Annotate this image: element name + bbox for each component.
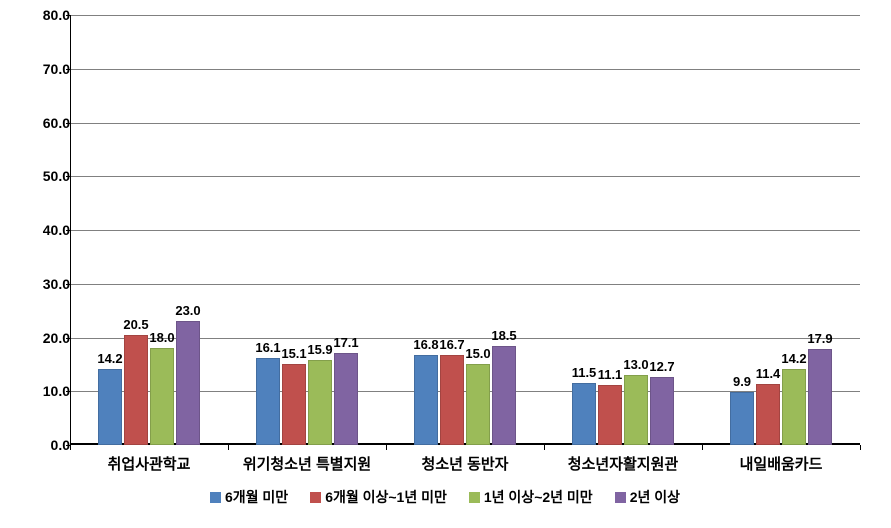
legend-label: 6개월 미만 xyxy=(225,487,288,507)
bar-value-label: 15.0 xyxy=(465,346,490,361)
bar-value-label: 11.4 xyxy=(756,366,781,381)
legend-item: 2년 이상 xyxy=(615,487,680,507)
bar-value-label: 14.2 xyxy=(97,351,122,366)
bar-value-label: 18.0 xyxy=(149,330,174,345)
bar xyxy=(756,384,780,445)
bar-value-label: 23.0 xyxy=(175,303,200,318)
y-tick-label: 80.0 xyxy=(30,7,70,23)
x-tick-label: 위기청소년 특별지원 xyxy=(243,453,371,474)
legend-label: 2년 이상 xyxy=(630,487,680,507)
legend-label: 1년 이상~2년 미만 xyxy=(484,487,593,507)
bar-value-label: 17.9 xyxy=(807,331,832,346)
y-tick-label: 10.0 xyxy=(30,383,70,399)
x-tick-mark xyxy=(544,445,545,450)
bar xyxy=(466,364,490,445)
y-tick-label: 50.0 xyxy=(30,168,70,184)
bars-area: 14.2 20.518.023.0 16.115.115.917.1 16.816.7… xyxy=(70,15,860,445)
legend-item: 6개월 이상~1년 미만 xyxy=(310,487,447,507)
y-tick-mark xyxy=(66,123,70,124)
bar-value-label: 17.1 xyxy=(333,335,358,350)
x-tick-mark xyxy=(386,445,387,450)
bar-value-label: 13.0 xyxy=(623,357,648,372)
x-tick-label: 청소년 동반자 xyxy=(422,453,509,474)
bar xyxy=(730,392,754,445)
legend-swatch xyxy=(210,492,221,503)
bar-value-label: 14.2 xyxy=(781,351,806,366)
x-tick-label: 내일배움카드 xyxy=(740,453,823,474)
legend-swatch xyxy=(615,492,626,503)
legend-swatch xyxy=(469,492,480,503)
y-tick-label: 0.0 xyxy=(30,437,70,453)
bar-value-label: 16.8 xyxy=(413,337,438,352)
x-tick-mark xyxy=(860,445,861,450)
bar xyxy=(98,369,122,445)
bar-value-label: 12.7 xyxy=(649,359,674,374)
y-tick-label: 70.0 xyxy=(30,61,70,77)
legend-item: 6개월 미만 xyxy=(210,487,288,507)
bar xyxy=(492,346,516,445)
bar-value-label: 18.5 xyxy=(491,328,516,343)
y-tick-label: 30.0 xyxy=(30,276,70,292)
y-tick-mark xyxy=(66,176,70,177)
bar xyxy=(124,335,148,445)
bar xyxy=(256,358,280,445)
x-tick-label: 취업사관학교 xyxy=(108,453,191,474)
x-tick-label: 청소년자활지원관 xyxy=(568,453,678,474)
y-tick-mark xyxy=(66,69,70,70)
y-tick-label: 40.0 xyxy=(30,222,70,238)
y-tick-mark xyxy=(66,338,70,339)
y-tick-mark xyxy=(66,15,70,16)
bar-value-label: 15.9 xyxy=(307,342,332,357)
bar-value-label: 11.5 xyxy=(572,365,597,380)
bar xyxy=(308,360,332,445)
bar-value-label: 16.1 xyxy=(255,340,280,355)
bar xyxy=(624,375,648,445)
legend-item: 1년 이상~2년 미만 xyxy=(469,487,593,507)
legend-swatch xyxy=(310,492,321,503)
bar xyxy=(440,355,464,445)
bar-value-label: 11.1 xyxy=(598,367,623,382)
x-tick-mark xyxy=(702,445,703,450)
bar xyxy=(650,377,674,445)
bar xyxy=(782,369,806,445)
bar xyxy=(572,383,596,445)
bar xyxy=(150,348,174,445)
bar-value-label: 15.1 xyxy=(281,346,306,361)
bar xyxy=(808,349,832,445)
y-tick-label: 20.0 xyxy=(30,330,70,346)
bar xyxy=(282,364,306,445)
bar-value-label: 20.5 xyxy=(123,317,148,332)
bar xyxy=(598,385,622,445)
bar xyxy=(414,355,438,445)
chart-container: 14.2 20.518.023.0 16.115.115.917.1 16.816.7… xyxy=(20,15,870,515)
y-tick-mark xyxy=(66,284,70,285)
x-tick-mark xyxy=(228,445,229,450)
bar xyxy=(334,353,358,445)
y-tick-mark xyxy=(66,230,70,231)
y-tick-label: 60.0 xyxy=(30,115,70,131)
bar xyxy=(176,321,200,445)
x-tick-mark xyxy=(70,445,71,450)
legend: 6개월 미만 6개월 이상~1년 미만 1년 이상~2년 미만 2년 이상 xyxy=(20,487,870,507)
y-tick-mark xyxy=(66,391,70,392)
bar-value-label: 16.7 xyxy=(439,337,464,352)
bar-value-label: 9.9 xyxy=(733,374,751,389)
legend-label: 6개월 이상~1년 미만 xyxy=(325,487,447,507)
